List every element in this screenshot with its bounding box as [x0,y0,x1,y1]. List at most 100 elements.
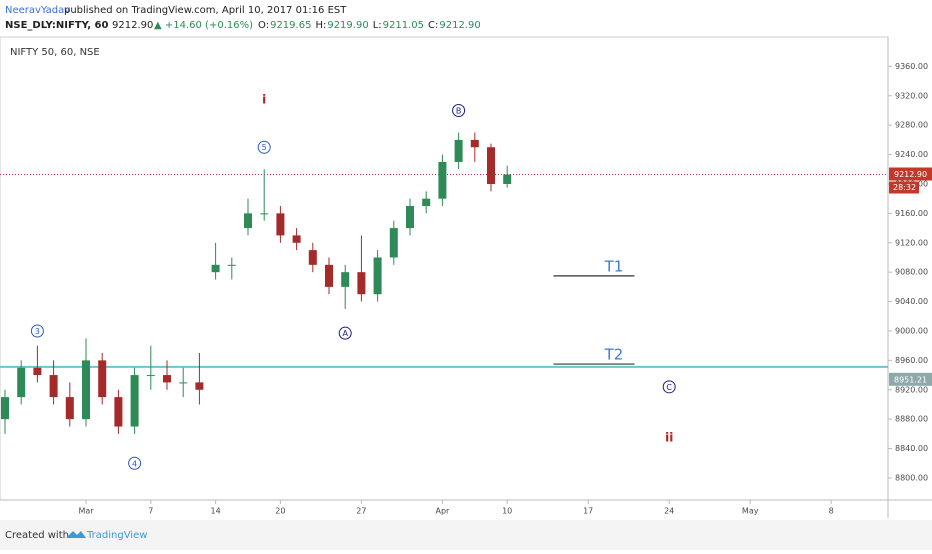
chart-title: NIFTY 50, 60, NSE [10,47,100,58]
wave-label: 4 [132,459,137,468]
ohlc-value: 9219.65 [270,20,311,31]
candle-body [65,397,74,420]
target-label: T2 [604,346,624,364]
x-tick-label: 24 [664,507,674,516]
wave-label: A [342,329,348,338]
y-tick-label: 9360.00 [895,62,928,71]
candle-body [276,213,285,236]
candle-body [325,264,333,287]
y-tick-label: 8920.00 [895,385,928,394]
ohlc-key: O: [258,20,269,31]
candle-body [292,235,301,243]
ohlc-key: H: [315,20,326,31]
price: 9212.90 [112,20,153,31]
candle-body [1,397,9,420]
hline-label-box [889,372,932,386]
target-label: T1 [604,257,624,275]
y-tick-label: 9160.00 [895,209,928,218]
published: published on TradingView.com, April 10, … [64,5,347,16]
price-label-box [889,167,932,181]
wave-circle [452,103,466,117]
candle-body [454,139,463,162]
y-tick-label: 8880.00 [895,415,928,424]
wave-circle [662,380,676,394]
y-tick-label: 9280.00 [895,121,928,130]
candle-body [17,367,26,398]
y-tick-label: 9240.00 [895,150,928,159]
wave-circle [338,326,352,340]
candle-body [33,367,42,376]
symbol: NSE_DLY:NIFTY, 60 [5,20,108,31]
candle-body [114,397,123,427]
x-tick-label: 10 [502,507,512,516]
candle-body [389,228,398,258]
wave-circle [30,324,44,338]
candle-body [341,272,350,287]
candle-body [98,360,107,398]
x-tick-label: 20 [275,507,285,516]
x-tick-label: 8 [829,507,834,516]
candle-body [146,375,155,377]
candle-body [438,161,447,199]
candle-body [244,213,252,229]
x-tick-label: May [742,507,759,516]
ohlc-key: L: [373,20,382,31]
candle-body [406,206,414,229]
author[interactable]: NeeravYadav [5,5,70,16]
candle-body [130,375,139,427]
wave-label: B [456,106,462,115]
wave-label: ii [665,431,673,445]
ohlc-key: C: [428,20,438,31]
x-tick-label: Mar [78,507,94,516]
logo [66,531,86,538]
ohlc-value: 9211.05 [383,20,424,31]
candle-body [49,375,58,398]
x-tick-label: Apr [435,507,450,516]
price-label: 9212.90 [894,170,927,179]
footer-created: Created with [5,530,69,541]
wave-label: C [666,383,672,392]
x-tick-label: 14 [211,507,221,516]
candle-body [308,250,317,265]
y-tick-label: 9000.00 [895,326,928,335]
countdown-box [889,181,919,194]
ohlc-value: 9219.90 [327,20,368,31]
wave-circle [257,140,271,154]
y-tick-label: 9040.00 [895,297,928,306]
y-tick-label: 9320.00 [895,91,928,100]
wave-circle [128,456,142,470]
wave-label: i [262,92,266,106]
candle-body [373,257,382,295]
candle-body [503,174,512,184]
candle-body [82,360,90,420]
candle-body [179,382,188,384]
y-tick-label: 9080.00 [895,268,928,277]
candle-body [227,264,236,266]
footer-bar [0,520,932,550]
y-tick-label: 8800.00 [895,473,928,482]
candle-body [260,213,269,215]
x-tick-label: 7 [148,507,153,516]
candle-body [422,198,431,207]
x-tick-label: 27 [356,507,366,516]
y-tick-label: 8960.00 [895,356,928,365]
candle-body [487,147,495,184]
candle-body [211,264,220,273]
ohlc-value: 9212.90 [439,20,480,31]
x-tick-label: 17 [583,507,593,516]
y-tick-label: 8840.00 [895,444,928,453]
candle-body [195,382,204,390]
footer-brand[interactable]: TradingView [86,530,147,541]
candle-body [163,375,171,383]
wave-label: 3 [35,327,40,336]
candle-body [470,139,479,148]
candle-body [357,272,366,295]
y-tick-label: 9120.00 [895,238,928,247]
change: ▲ +14.60 (+0.16%) [154,20,253,31]
wave-label: 5 [262,143,267,152]
ohlc: O: 9219.65 H: 9219.90 L: 9211.05 C: 9212.90 [258,20,481,31]
hline-label: 8951.21 [894,375,927,384]
countdown: 28:32 [893,183,916,192]
